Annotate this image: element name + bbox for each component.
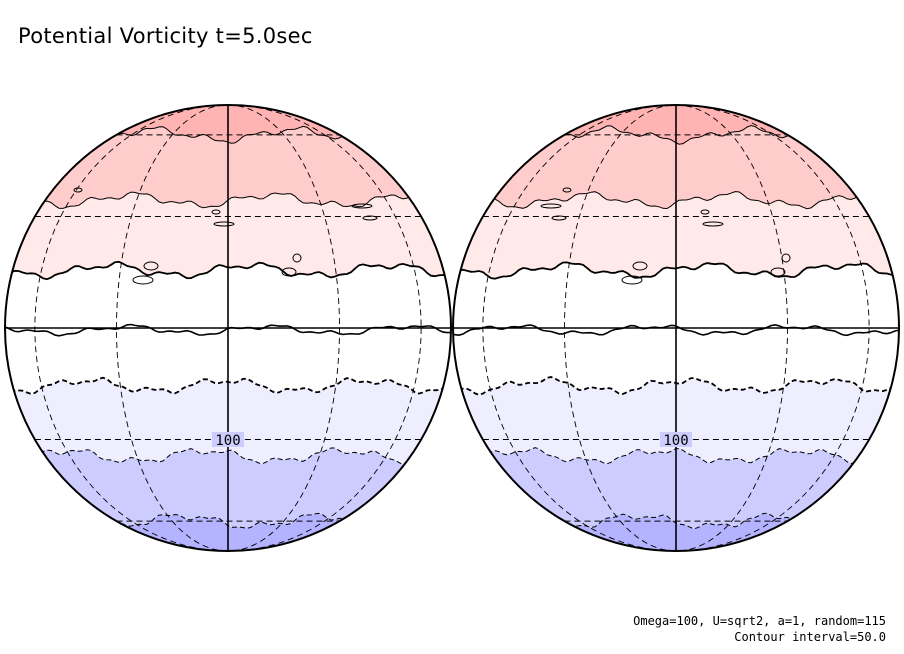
- contour-line: [5, 260, 451, 281]
- eddy-contour: [781, 253, 791, 263]
- footer-notes: Omega=100, U=sqrt2, a=1, random=115 Cont…: [633, 613, 886, 645]
- eddy-contour: [540, 203, 562, 209]
- eddy-contour: [551, 215, 567, 221]
- contour-line: [5, 376, 451, 395]
- eddy-contour: [700, 209, 710, 215]
- eddy-contour: [292, 253, 302, 263]
- contour-line: [453, 261, 899, 280]
- contour-line: [453, 376, 899, 396]
- globe-outline: [4, 104, 452, 552]
- contour-label-bg: [212, 432, 244, 447]
- contour-line: [453, 447, 899, 465]
- eddy-contour: [362, 215, 378, 221]
- parameters-text: Omega=100, U=sqrt2, a=1, random=115: [633, 614, 886, 628]
- eddy-contour: [621, 275, 643, 285]
- eddy-contour: [562, 187, 572, 193]
- contour-label: 100: [215, 433, 240, 449]
- globe-outline: [452, 104, 900, 552]
- eddy-contour: [281, 267, 297, 277]
- contour-label: 100: [663, 433, 688, 449]
- eddy-contour: [351, 203, 373, 209]
- eddy-contour: [632, 261, 648, 271]
- eddy-contour: [213, 221, 235, 227]
- left-globe: 100: [4, 104, 452, 552]
- contour-line: [5, 447, 451, 466]
- contour-interval-text: Contour interval=50.0: [734, 630, 886, 644]
- eddy-contour: [702, 221, 724, 227]
- right-globe: 100: [452, 104, 900, 552]
- eddy-contour: [211, 209, 221, 215]
- contour-line: [5, 191, 451, 209]
- eddy-contour: [770, 267, 786, 277]
- eddy-contour: [132, 275, 154, 285]
- contour-label-bg: [660, 432, 692, 447]
- plot-title: Potential Vorticity t=5.0sec: [18, 24, 313, 48]
- equator-contour: [453, 323, 899, 337]
- contour-line: [453, 190, 899, 210]
- eddy-contour: [143, 261, 159, 271]
